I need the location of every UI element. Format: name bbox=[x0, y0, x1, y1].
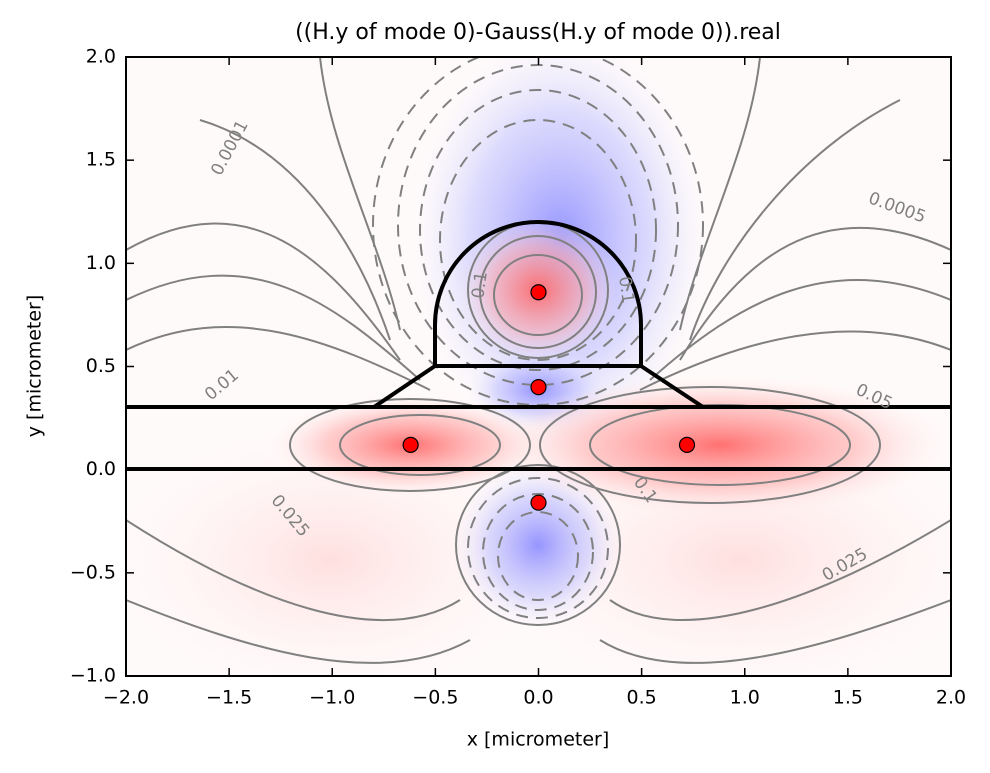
contour-line bbox=[539, 386, 881, 504]
contour-line bbox=[493, 254, 583, 336]
y-tick-label: 2.0 bbox=[86, 46, 116, 68]
structure-outline bbox=[126, 220, 951, 471]
x-tick-label: −0.5 bbox=[412, 687, 458, 709]
y-tick-label: −0.5 bbox=[70, 561, 116, 583]
point bbox=[678, 436, 696, 454]
field-region bbox=[453, 460, 623, 630]
point bbox=[530, 379, 547, 396]
y-tick-label: 1.5 bbox=[86, 149, 116, 171]
x-axis-label: x [micrometer] bbox=[467, 729, 610, 751]
contour-label: 0.1 bbox=[614, 275, 638, 305]
contour-line bbox=[599, 226, 951, 664]
contour-line bbox=[482, 493, 594, 611]
contour-line bbox=[479, 235, 597, 349]
x-tick-label: 0.5 bbox=[627, 687, 657, 709]
field bbox=[126, 57, 951, 676]
contour-line bbox=[439, 119, 637, 361]
x-tick-label: −1.5 bbox=[206, 687, 252, 709]
point bbox=[530, 494, 547, 511]
y-axis-label: y [micrometer] bbox=[24, 295, 46, 438]
trapezoid bbox=[372, 364, 705, 409]
contour-line bbox=[455, 464, 621, 626]
contour-line bbox=[497, 511, 579, 601]
x-tick-label: −1.0 bbox=[309, 687, 355, 709]
contour-line bbox=[467, 477, 609, 619]
y-tick-label: 0.0 bbox=[86, 458, 116, 480]
x-tick-label: 2.0 bbox=[936, 687, 966, 709]
x-tick-label: 1.0 bbox=[730, 687, 760, 709]
contour-line bbox=[199, 57, 901, 341]
x-tick-label: −2.0 bbox=[103, 687, 149, 709]
point bbox=[402, 436, 419, 454]
contour-line bbox=[126, 222, 471, 664]
y-tick-label: 0.5 bbox=[86, 355, 116, 377]
point bbox=[530, 284, 547, 301]
x-tick-label: 0.0 bbox=[523, 687, 553, 709]
contour-line bbox=[289, 398, 531, 492]
y-tick-label: 1.0 bbox=[86, 252, 116, 274]
contour-line bbox=[339, 414, 501, 476]
x-tick-label: 1.5 bbox=[833, 687, 863, 709]
y-tick-label: −1.0 bbox=[70, 665, 116, 687]
contour-line bbox=[419, 89, 657, 371]
contour-label: 0.1 bbox=[468, 270, 492, 300]
dome bbox=[433, 220, 643, 366]
chart-title: ((H.y of mode 0)-Gauss(H.y of mode 0)).r… bbox=[295, 20, 781, 45]
field-region bbox=[490, 375, 950, 515]
